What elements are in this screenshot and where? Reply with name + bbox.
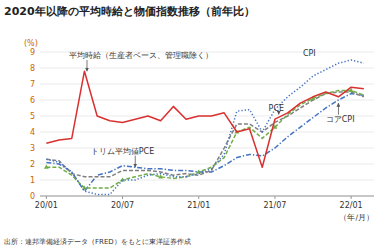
grid-line xyxy=(40,84,374,85)
x-tick xyxy=(122,196,123,199)
x-tick-label: 21/01 xyxy=(187,201,210,210)
series-line xyxy=(46,94,363,192)
grid-line xyxy=(40,180,374,181)
annotation: PCE xyxy=(269,104,284,113)
y-tick-label: 4 xyxy=(30,128,35,137)
y-tick-label: 0 xyxy=(30,192,35,201)
y-tick-label: 5 xyxy=(30,112,35,121)
series-line xyxy=(46,71,363,167)
y-tick-label: 8 xyxy=(30,64,35,73)
grid-line xyxy=(40,68,374,69)
annotation-arrow xyxy=(338,103,339,115)
grid-line xyxy=(40,196,374,197)
source: 出所：連邦準備経済データ（FRED）をもとに東洋証券作成 xyxy=(4,238,191,246)
chart: 2020年以降の平均時給と物価指数推移（前年比） (%) 0 1 2 3 4 5 6 7 8 9 20/… xyxy=(0,0,386,248)
x-tick-label: 22/01 xyxy=(340,201,363,210)
annotation-arrow xyxy=(86,60,87,71)
plot-area xyxy=(44,60,364,194)
annotation: CPI xyxy=(303,49,316,58)
x-tick-label: 20/07 xyxy=(111,201,134,210)
annotation: コアCPI xyxy=(326,115,355,124)
annotation-arrow xyxy=(135,156,136,168)
series-line xyxy=(46,60,363,194)
x-tick-label: 20/01 xyxy=(35,201,58,210)
grid-line xyxy=(40,100,374,101)
series-marker xyxy=(158,174,163,178)
y-tick-label: 7 xyxy=(30,80,35,89)
y-tick-label: 6 xyxy=(30,96,35,105)
x-tick xyxy=(351,196,352,199)
x-tick xyxy=(46,196,47,199)
x-tick xyxy=(274,196,275,199)
x-axis-label: （年/月） xyxy=(339,213,374,222)
y-axis-label: (%) xyxy=(24,39,38,48)
x-axis-line xyxy=(40,196,374,197)
annotation-arrow xyxy=(278,113,279,115)
series-marker xyxy=(82,185,87,189)
title: 2020年以降の平均時給と物価指数推移（前年比） xyxy=(4,5,255,18)
y-tick-label: 1 xyxy=(30,176,35,185)
y-tick-label: 2 xyxy=(30,160,35,169)
y-tick-label: 3 xyxy=(30,144,35,153)
y-tick-label: 9 xyxy=(30,48,35,57)
grid-line xyxy=(40,132,374,133)
annotation: トリム平均値PCE xyxy=(91,147,154,156)
x-tick xyxy=(198,196,199,199)
grid-line xyxy=(40,164,374,165)
annotation: 平均時給（生産者ベース、管理職除く） xyxy=(69,51,213,60)
series-marker xyxy=(44,165,49,169)
x-tick-label: 21/07 xyxy=(263,201,286,210)
